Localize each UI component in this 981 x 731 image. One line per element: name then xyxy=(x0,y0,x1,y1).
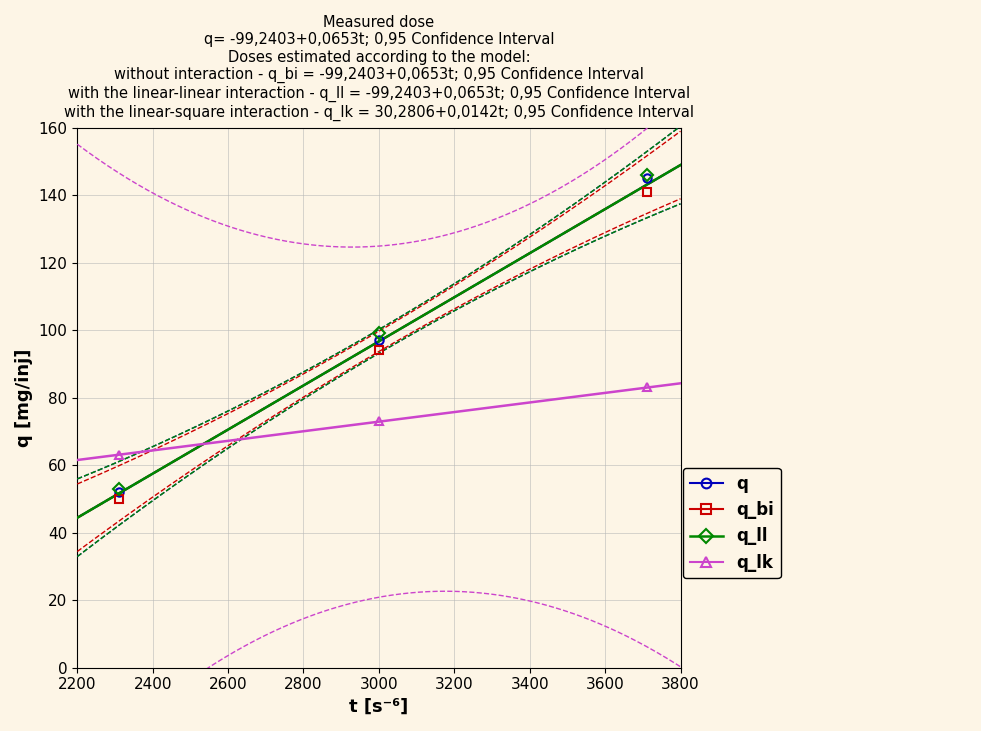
Legend: q, q_bi, q_ll, q_lk: q, q_bi, q_ll, q_lk xyxy=(683,468,781,578)
Y-axis label: q [mg/inj]: q [mg/inj] xyxy=(15,349,33,447)
Title: Measured dose
q= -99,2403+0,0653t; 0,95 Confidence Interval
Doses estimated acco: Measured dose q= -99,2403+0,0653t; 0,95 … xyxy=(64,15,694,121)
X-axis label: t [s⁻⁶]: t [s⁻⁶] xyxy=(349,698,408,716)
